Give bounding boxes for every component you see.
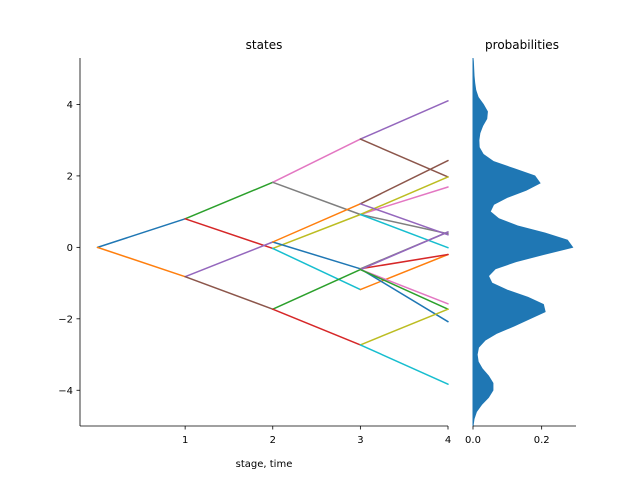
state-segment-6 [272,138,362,184]
state-segment-11 [272,203,362,243]
states-y-tick-label-0: −4 [58,386,73,397]
state-segment-12 [272,268,362,310]
state-segment-28 [359,268,449,310]
state-segment-23 [359,268,449,323]
state-segment-4 [184,241,274,278]
state-segment-14 [359,100,449,140]
state-segment-24 [359,253,449,270]
probability-density [472,57,574,427]
states-y-tick-label-2: 0 [67,243,73,254]
state-lines [96,100,449,385]
state-segment-3 [184,218,274,250]
states-x-tick-label-2: 3 [357,435,363,446]
probabilities-x-tick-label-0: 0.0 [465,435,481,446]
states-y-tick-label-3: 2 [67,171,73,182]
probabilities-axes: 0.0 0.2 [465,425,576,446]
state-segment-27 [359,268,449,305]
state-segment-21 [359,203,449,236]
probabilities-x-tick-label-1: 0.2 [534,435,550,446]
states-x-tick-label-1: 2 [270,435,276,446]
state-segment-5 [184,275,274,310]
states-axes: 1 2 3 4 −4 −2 0 2 4 [58,58,451,446]
state-segment-7 [272,181,362,216]
state-segment-22 [359,253,449,291]
state-segment-0 [96,218,186,249]
states-chart-title: states [246,38,283,52]
state-segment-26 [359,231,449,271]
state-segment-16 [359,186,449,216]
state-segment-30 [359,344,449,385]
state-segment-19 [359,213,449,249]
state-segment-29 [359,308,449,346]
state-segment-9 [272,247,362,291]
state-segment-1 [96,246,186,278]
states-chart: states 1 2 3 4 −4 −2 0 2 4 stage, time [58,38,451,470]
states-x-axis-label: stage, time [236,459,293,470]
state-segment-13 [272,308,362,346]
states-y-tick-label-1: −2 [58,314,73,325]
probabilities-chart-title: probabilities [485,38,559,52]
probabilities-chart: probabilities 0.0 0.2 [465,38,576,446]
probability-density-area [472,57,574,427]
states-x-tick-label-3: 4 [445,435,451,446]
state-segment-10 [272,241,362,270]
state-segment-15 [359,138,449,178]
states-y-tick-label-4: 4 [67,100,73,111]
states-x-tick-label-0: 1 [182,435,188,446]
state-segment-20 [359,159,449,205]
state-segment-2 [184,181,274,220]
state-segment-8 [272,213,362,250]
state-segment-17 [359,213,449,235]
